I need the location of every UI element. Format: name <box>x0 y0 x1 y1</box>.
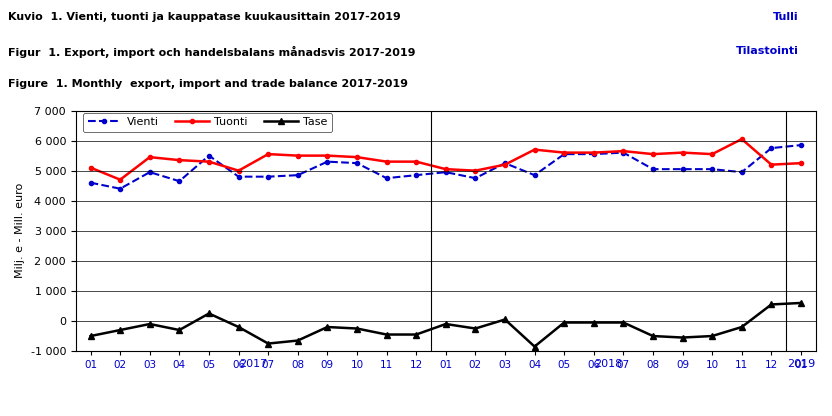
Text: 2017: 2017 <box>240 359 268 369</box>
Legend: Vienti, Tuonti, Tase: Vienti, Tuonti, Tase <box>83 113 332 132</box>
Text: Tilastointi: Tilastointi <box>735 46 799 56</box>
Text: Tulli: Tulli <box>773 12 799 22</box>
Text: Kuvio  1. Vienti, tuonti ja kauppatase kuukausittain 2017-2019: Kuvio 1. Vienti, tuonti ja kauppatase ku… <box>8 12 401 22</box>
Y-axis label: Milj. e - Mill. euro: Milj. e - Mill. euro <box>15 183 25 278</box>
Text: Figure  1. Monthly  export, import and trade balance 2017-2019: Figure 1. Monthly export, import and tra… <box>8 79 409 89</box>
Text: 2019: 2019 <box>787 359 815 369</box>
Text: 2018: 2018 <box>594 359 622 369</box>
Text: Figur  1. Export, import och handelsbalans månadsvis 2017-2019: Figur 1. Export, import och handelsbalan… <box>8 46 416 58</box>
